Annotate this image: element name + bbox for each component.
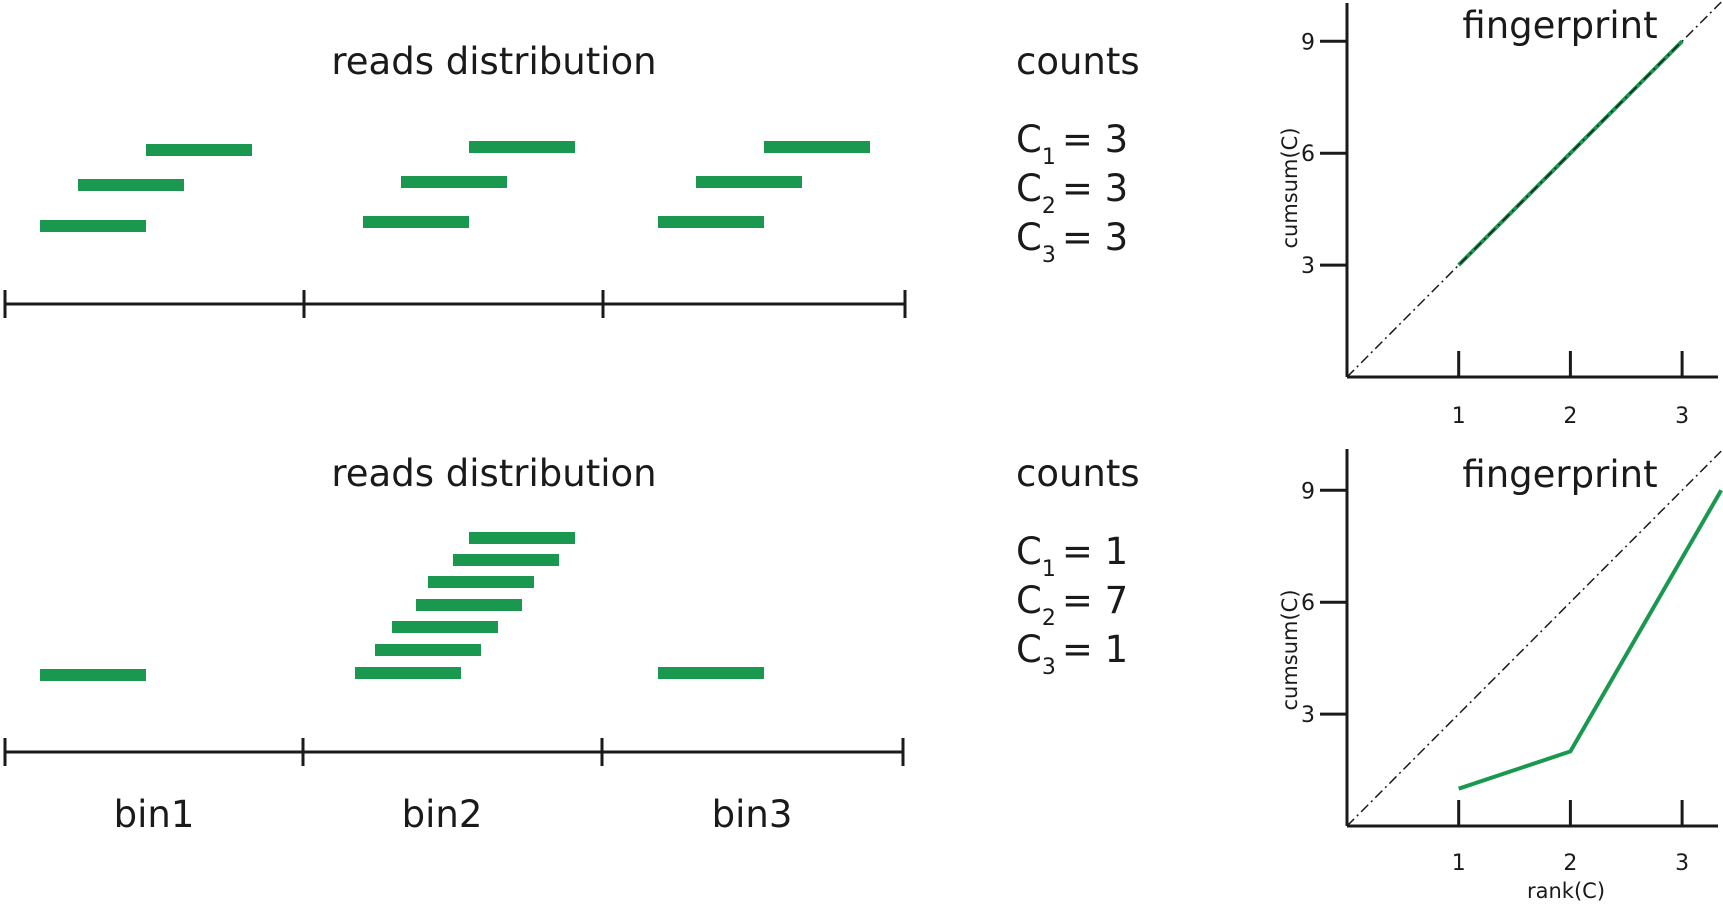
read-bar <box>40 669 146 681</box>
read-bar <box>469 141 575 153</box>
bin-label: bin3 <box>712 793 793 836</box>
read-bar <box>392 621 498 633</box>
read-bar <box>696 176 802 188</box>
genome-axis <box>3 738 905 766</box>
bottom-panel: reads distribution bin1 bin2 bin3 <box>3 449 1723 903</box>
x-tick-label: 1 <box>1452 404 1466 429</box>
count-c3: C3 = 1 <box>1016 628 1128 680</box>
read-bar <box>401 176 507 188</box>
read-bar <box>416 599 522 611</box>
read-bar <box>363 216 469 228</box>
y-tick-label: 6 <box>1301 591 1315 616</box>
top-panel: reads distribution counts C1 = 3 C2 = 3 <box>3 1 1722 429</box>
read-bar <box>764 141 870 153</box>
bin-label: bin1 <box>114 793 195 836</box>
y-tick-label: 9 <box>1301 479 1315 504</box>
reads-group <box>40 141 870 232</box>
counts-title: counts <box>1016 40 1140 83</box>
diagonal-reference-line <box>1346 1 1722 378</box>
reads-distribution-title: reads distribution <box>331 40 656 83</box>
count-c1: C1 = 3 <box>1016 118 1128 170</box>
read-bar <box>428 576 534 588</box>
reads-distribution-title: reads distribution <box>331 452 656 495</box>
diagonal-reference-line <box>1346 450 1722 827</box>
read-bar <box>78 179 184 191</box>
x-axis-label: rank(C) <box>1527 879 1605 903</box>
count-c1: C1 = 1 <box>1016 530 1128 582</box>
counts-title: counts <box>1016 452 1140 495</box>
counts-block: counts C1 = 3 C2 = 3 C3 = 3 <box>1016 40 1140 268</box>
x-tick-label: 1 <box>1452 851 1466 876</box>
y-tick-label: 9 <box>1301 30 1315 55</box>
x-tick-label: 3 <box>1675 404 1689 429</box>
read-bar <box>355 667 461 679</box>
y-tick-label: 3 <box>1301 703 1315 728</box>
read-bar <box>453 554 559 566</box>
counts-block: counts C1 = 1 C2 = 7 C3 = 1 <box>1016 452 1140 680</box>
y-axis-label: cumsum(C) <box>1278 589 1302 710</box>
read-bar <box>658 667 764 679</box>
read-bar <box>40 220 146 232</box>
y-tick-label: 6 <box>1301 142 1315 167</box>
x-tick-label: 3 <box>1675 851 1689 876</box>
read-bar <box>375 644 481 656</box>
read-bar <box>658 216 764 228</box>
count-c2: C2 = 3 <box>1016 167 1128 219</box>
fingerprint-title: fingerprint <box>1462 4 1657 47</box>
bin-label: bin2 <box>402 793 483 836</box>
cumsum-series-line <box>1458 489 1723 791</box>
read-bar <box>146 144 252 156</box>
fingerprint-title: fingerprint <box>1462 453 1657 496</box>
read-bar <box>469 532 575 544</box>
y-axis-label: cumsum(C) <box>1278 127 1302 248</box>
x-tick-label: 2 <box>1563 851 1577 876</box>
count-c3: C3 = 3 <box>1016 216 1128 268</box>
x-tick-label: 2 <box>1563 404 1577 429</box>
y-tick-label: 3 <box>1301 254 1315 279</box>
genome-axis <box>3 290 907 318</box>
reads-group <box>40 532 764 681</box>
count-c2: C2 = 7 <box>1016 579 1128 631</box>
